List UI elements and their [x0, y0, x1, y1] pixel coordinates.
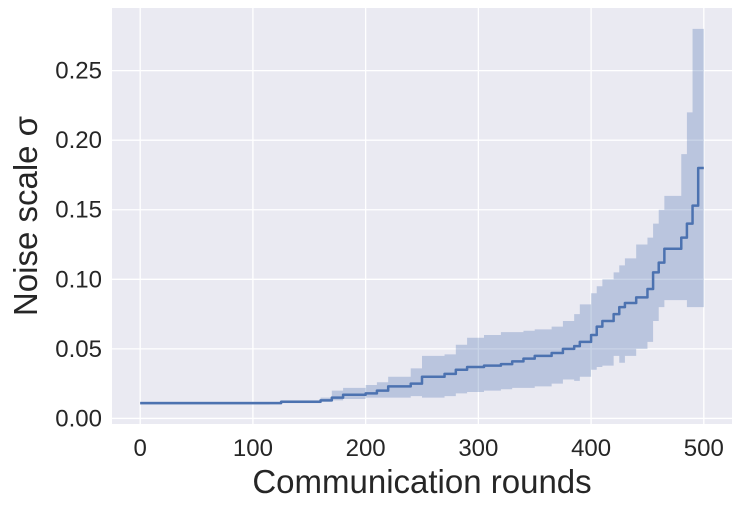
- x-tick-label: 0: [134, 435, 147, 462]
- y-tick-label: 0.25: [55, 58, 102, 85]
- x-tick-label: 200: [346, 435, 386, 462]
- noise-scale-line: [140, 166, 704, 405]
- line-layer: [140, 166, 704, 405]
- y-tick-labels: 0.00 0.05 0.10 0.15 0.20 0.25: [55, 58, 102, 433]
- y-axis-title: Noise scale σ: [7, 116, 44, 316]
- x-tick-labels: 0 100 200 300 400 500: [134, 435, 724, 462]
- x-tick-label: 400: [571, 435, 611, 462]
- y-tick-label: 0.05: [55, 336, 102, 363]
- x-tick-label: 300: [458, 435, 498, 462]
- x-tick-label: 100: [233, 435, 273, 462]
- x-axis-title: Communication rounds: [252, 463, 591, 500]
- y-tick-label: 0.15: [55, 197, 102, 224]
- plot-area: [112, 8, 732, 424]
- y-tick-label: 0.20: [55, 127, 102, 154]
- x-tick-label: 500: [684, 435, 724, 462]
- y-tick-label: 0.10: [55, 266, 102, 293]
- y-tick-label: 0.00: [55, 405, 102, 432]
- gridlines: [112, 8, 732, 424]
